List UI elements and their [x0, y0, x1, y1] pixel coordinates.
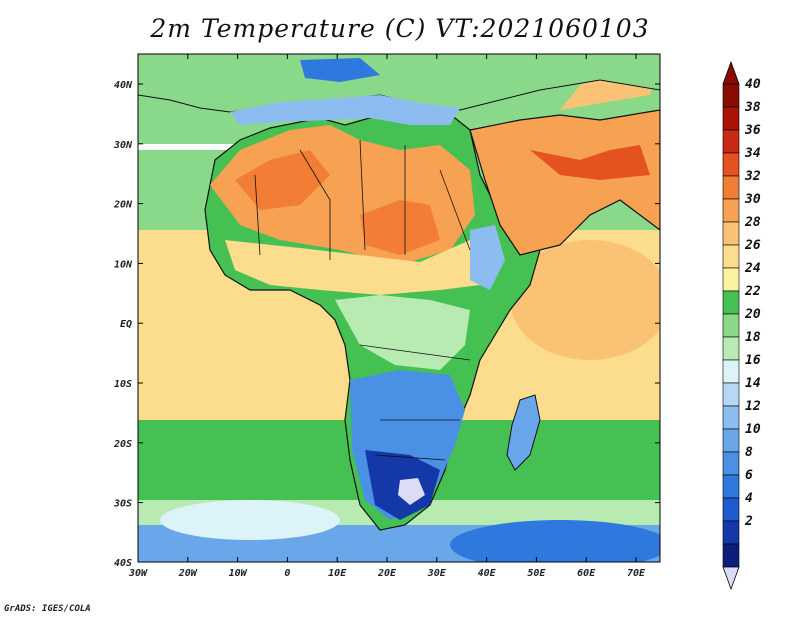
mediterranean-sea: [230, 95, 460, 125]
ethiopia-highlands-cool: [470, 225, 505, 290]
lon-label: 0: [284, 568, 290, 579]
colorbar-swatch: [722, 267, 740, 292]
colorbar-label: 30: [744, 192, 761, 207]
lat-label: 40S: [114, 558, 132, 569]
sahara-hot-core: [235, 150, 330, 210]
colorbar-swatch: [722, 428, 740, 453]
colorbar-swatch: [722, 221, 740, 246]
lat-label: 10N: [114, 259, 133, 270]
colorbar-label: 24: [744, 261, 761, 276]
lon-label: 30W: [128, 568, 148, 579]
colorbar-swatch: [722, 129, 740, 154]
colorbar-swatch: [722, 336, 740, 361]
sahel-band: [225, 240, 480, 295]
lesotho-coldest: [398, 478, 425, 505]
country-borders: [254, 139, 471, 461]
central-africa-mild: [335, 295, 470, 370]
plot-area: [138, 54, 660, 562]
colorbar-label: 34: [744, 146, 761, 161]
colorbar-swatch: [722, 106, 740, 131]
colorbar-max-arrow: [722, 60, 740, 85]
field-patch-indian-warm: [510, 240, 660, 360]
colorbar-label: 18: [745, 330, 761, 345]
colorbar-label: 10: [745, 422, 761, 437]
lat-label: 40N: [114, 80, 133, 91]
colorbar-swatch: [722, 313, 740, 338]
lat-label: 20S: [113, 439, 132, 450]
lat-label: 30N: [113, 140, 133, 151]
lon-label: 70E: [627, 568, 646, 579]
colorbar-label: 2: [744, 514, 753, 529]
lon-label: 20W: [178, 568, 198, 579]
temperature-colorbar: 40 38 36 34 32 30 28 26 24 22 20 18 16 14 12 10 8 6 4 2: [722, 60, 761, 591]
persian-gulf-hot: [530, 145, 650, 180]
colorbar-swatch: [722, 175, 740, 200]
lon-label: 20E: [377, 568, 397, 579]
colorbar-label: 12: [745, 399, 761, 414]
madagascar: [506, 394, 541, 471]
colorbar-label: 28: [744, 215, 761, 230]
plot-frame: [137, 53, 661, 563]
colorbar-label: 32: [744, 169, 761, 184]
colorbar-min-arrow: [722, 566, 740, 591]
colorbar-swatch: [722, 359, 740, 384]
lon-label: 10W: [229, 568, 248, 579]
colorbar-label: 36: [744, 123, 761, 138]
lon-label: 50E: [527, 568, 546, 579]
colorbar-label: 26: [744, 238, 761, 253]
colorbar-label: 40: [745, 77, 761, 92]
lat-label: 20N: [113, 200, 133, 211]
colorbar-swatch: [722, 405, 740, 430]
colorbar-swatch: [722, 290, 740, 315]
colorbar-label: 16: [745, 353, 761, 368]
colorbar-swatch: [722, 382, 740, 407]
colorbar-label: 8: [745, 445, 753, 460]
colorbar-label: 20: [744, 307, 761, 322]
colorbar-swatch: [722, 543, 740, 568]
latitude-axis: 40N 30N 20N 10N EQ 10S 20S 30S 40S: [113, 80, 660, 569]
colorbar-label: 6: [745, 468, 753, 483]
map-title: 2m Temperature (C) VT:2021060103: [150, 14, 650, 43]
alps-cold: [300, 58, 380, 82]
colorbar-label: 14: [745, 376, 761, 391]
colorbar-swatch: [722, 451, 740, 476]
field-patch-southern-ocean: [450, 520, 660, 562]
grads-credit: GrADS: IGES/COLA: [4, 604, 91, 614]
colorbar-swatch: [722, 198, 740, 223]
colorbar-swatch: [722, 152, 740, 177]
lat-label: 30S: [113, 499, 132, 510]
lat-label: EQ: [120, 319, 132, 330]
lon-label: 10E: [328, 568, 347, 579]
colorbar-swatch: [722, 497, 740, 522]
colorbar-label: 22: [744, 284, 761, 299]
lon-label: 60E: [577, 568, 596, 579]
lon-label: 30E: [427, 568, 447, 579]
colorbar-swatch: [722, 474, 740, 499]
lat-label: 10S: [114, 379, 132, 390]
colorbar-label: 4: [745, 491, 753, 506]
colorbar-swatch: [722, 83, 740, 108]
colorbar-label: 38: [744, 100, 761, 115]
colorbar-swatch: [722, 244, 740, 269]
sudan-hot-core: [360, 200, 440, 255]
longitude-axis: 30W 20W 10W 0 10E 20E 30E 40E 50E 60E 70E: [128, 54, 646, 579]
arabia-landmass: [469, 109, 660, 256]
field-patch-atlantic-cool: [160, 500, 340, 540]
lon-label: 40E: [478, 568, 497, 579]
colorbar-swatch: [722, 520, 740, 545]
